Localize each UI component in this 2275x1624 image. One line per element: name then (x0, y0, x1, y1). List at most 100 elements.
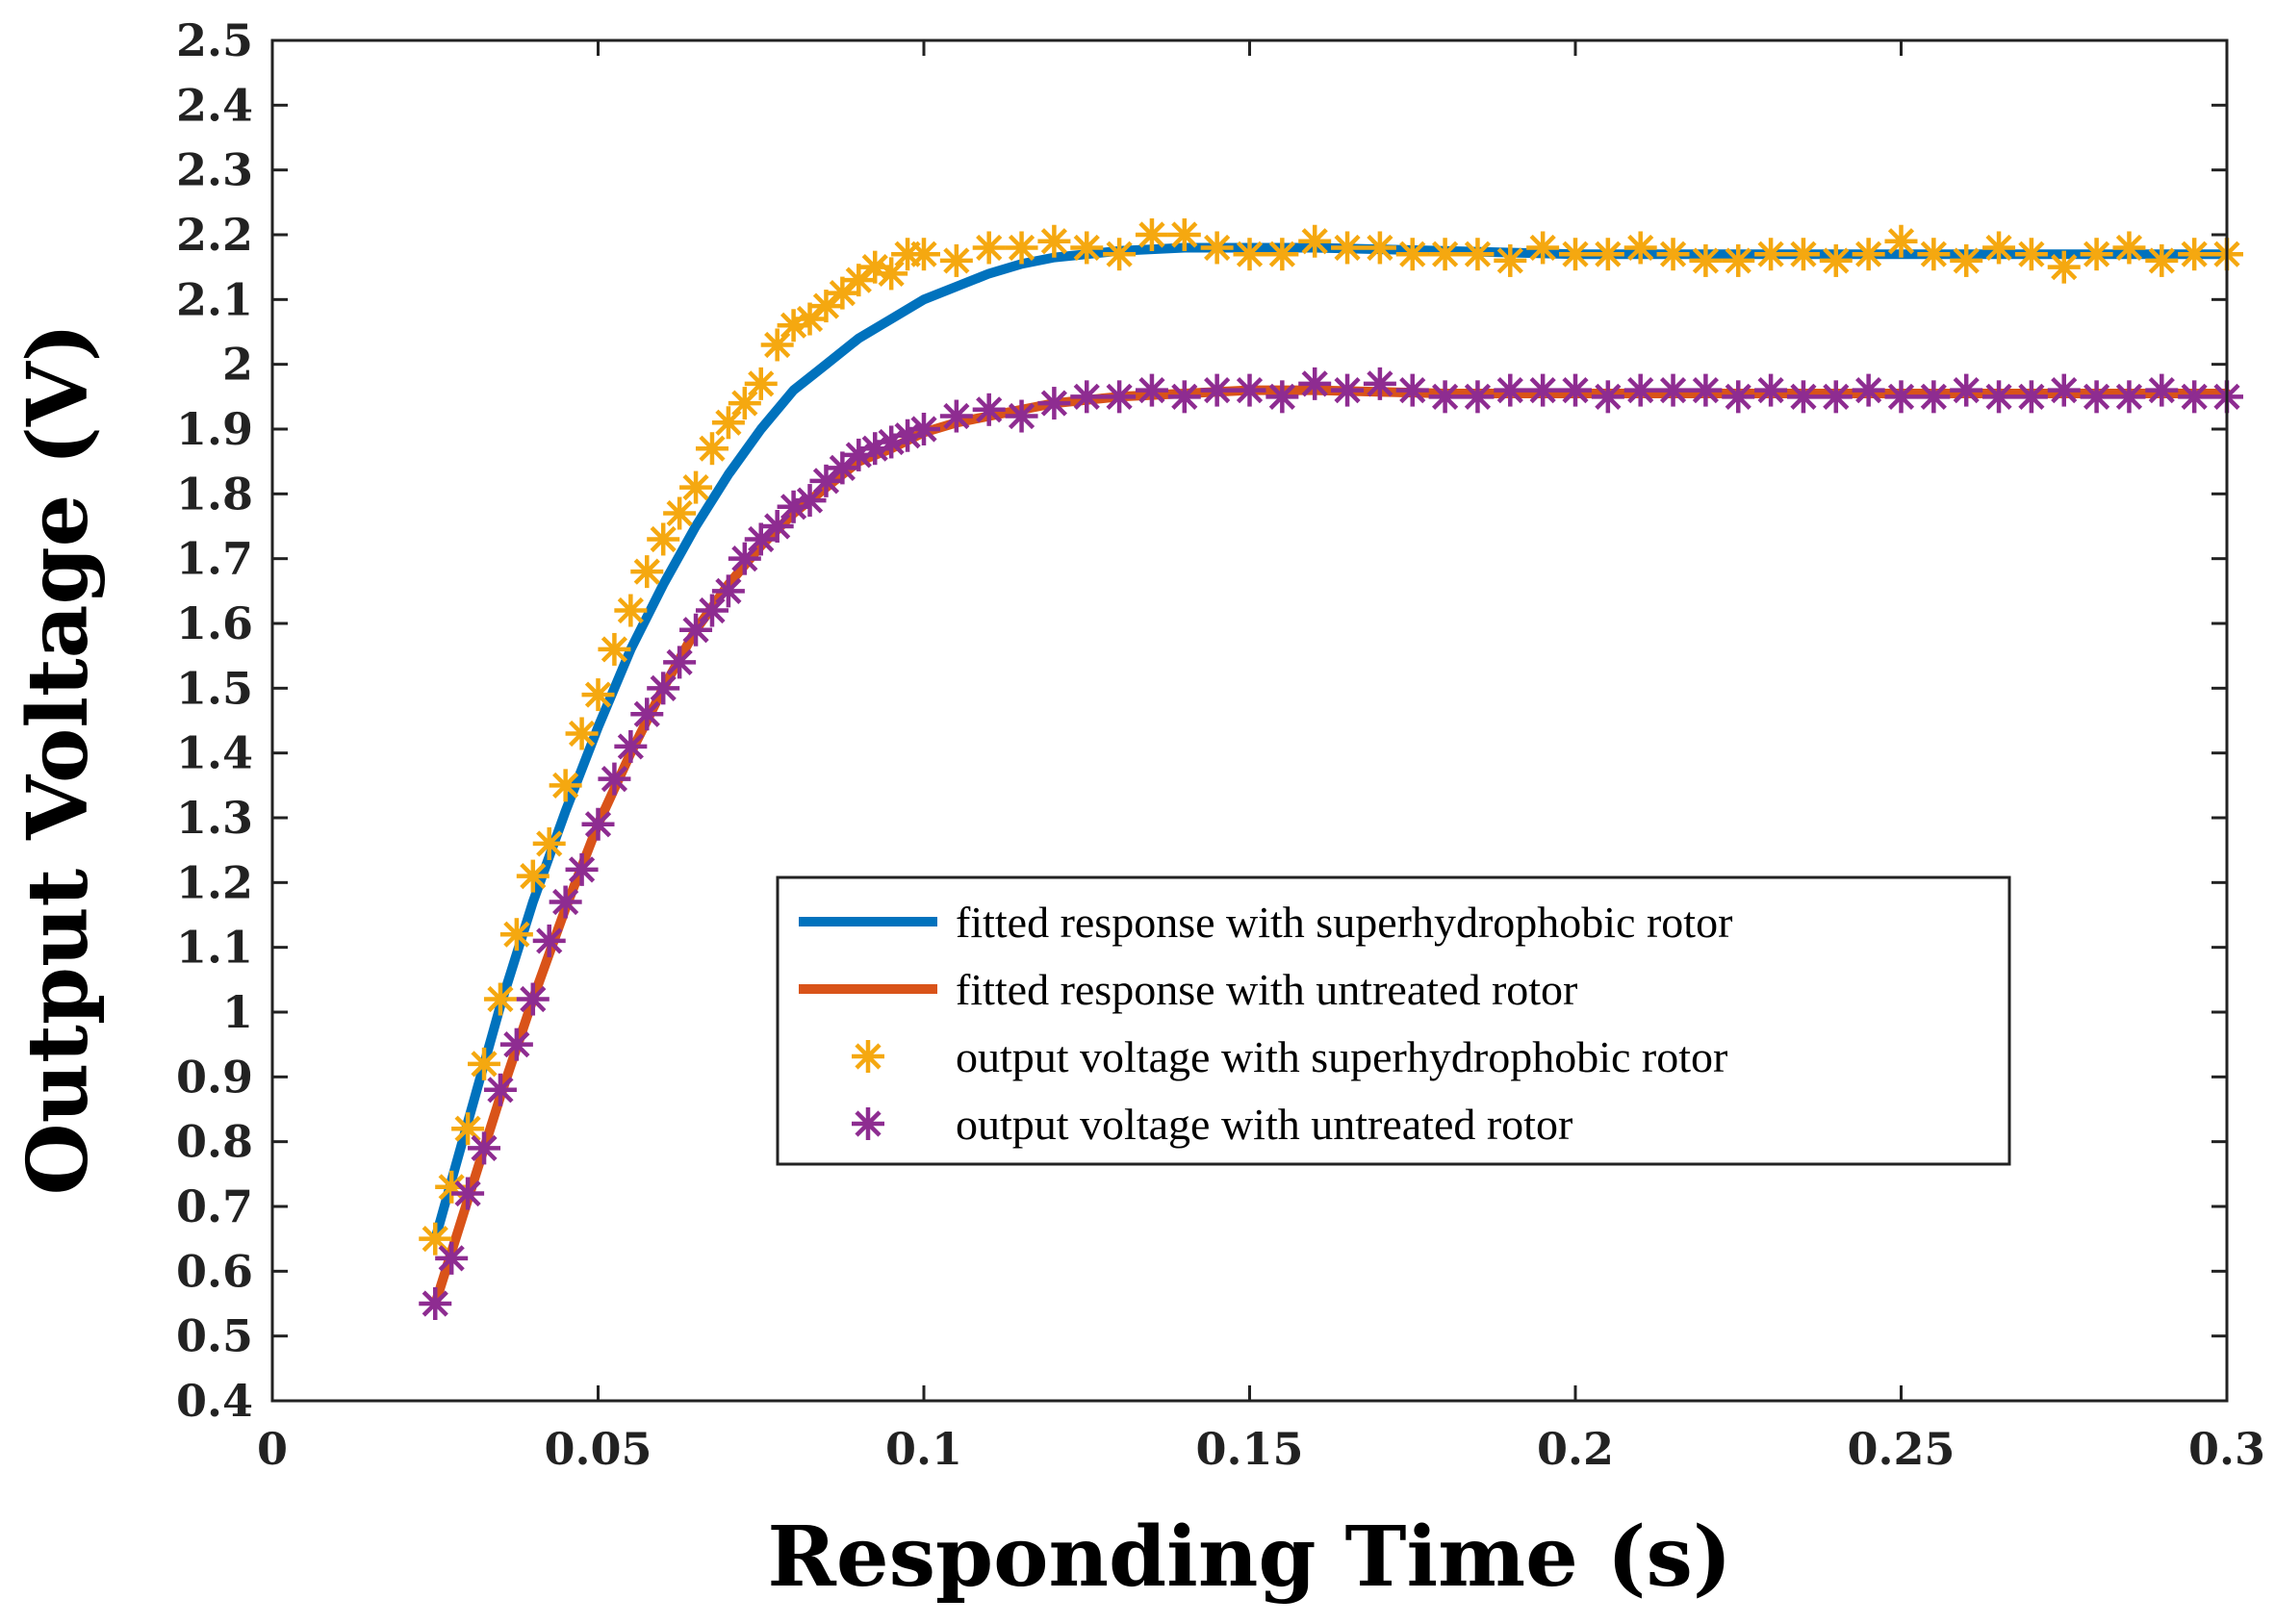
legend-box (776, 875, 2011, 1166)
legend-marker-swatch (852, 1040, 884, 1073)
data-point (1428, 238, 1462, 271)
data-point (1559, 373, 1592, 407)
data-point (2047, 373, 2081, 407)
data-point (1754, 373, 1788, 407)
data-point (907, 413, 940, 445)
data-point (1395, 238, 1429, 271)
data-point (1395, 373, 1429, 407)
x-tick-label: 0.3 (2188, 1423, 2265, 1475)
data-point (1852, 238, 1885, 271)
data-point (1363, 367, 1396, 400)
data-point (728, 542, 761, 575)
data-point (451, 1112, 485, 1146)
data-point (972, 231, 1006, 265)
y-tick-label: 1.6 (176, 597, 253, 649)
data-point (2080, 238, 2113, 271)
data-point (972, 393, 1006, 426)
data-point (499, 1028, 533, 1061)
data-point (1037, 224, 1071, 258)
data-point (1363, 231, 1396, 265)
data-point (1298, 224, 1332, 258)
y-tick-label: 0.6 (176, 1245, 253, 1297)
data-point (516, 859, 550, 893)
data-point (1623, 231, 1657, 265)
y-tick-label: 2.3 (176, 144, 253, 196)
data-point (630, 698, 664, 731)
y-tick-label: 1.3 (176, 792, 253, 844)
data-point (1331, 231, 1365, 265)
data-point (419, 1287, 452, 1320)
data-point (1917, 380, 1951, 414)
y-tick-label: 1.8 (176, 468, 253, 520)
axis-ticks: 0 0.05 0.1 0.15 0.2 0.25 0.3 0.4 0.5 0.6 0.7 0.8 0.9… (176, 14, 2265, 1475)
data-point (744, 367, 778, 400)
plot-area (419, 218, 2243, 1320)
data-point (1982, 231, 2016, 265)
y-tick-label: 0.9 (176, 1051, 253, 1103)
data-point (1982, 380, 2016, 414)
data-point (1623, 373, 1657, 407)
y-tick-label: 0.7 (176, 1180, 253, 1232)
data-point (483, 1073, 517, 1106)
data-point (826, 451, 859, 485)
data-point (760, 510, 794, 543)
data-point (1526, 373, 1560, 407)
y-tick-label: 1.2 (176, 856, 253, 908)
x-axis-title: Responding Time (s) (767, 1509, 1731, 1606)
data-point (451, 1177, 485, 1210)
data-point (1298, 367, 1332, 400)
data-point (1331, 373, 1365, 407)
data-point (1200, 231, 1234, 265)
data-point (1070, 231, 1104, 265)
data-point (598, 762, 631, 796)
data-point (2014, 238, 2048, 271)
data-point (614, 729, 648, 763)
data-point (1494, 243, 1527, 277)
data-point (1167, 218, 1201, 251)
data-point (760, 328, 794, 362)
data-point (1689, 243, 1723, 277)
data-point (532, 924, 566, 957)
data-point (581, 678, 615, 712)
data-point (711, 574, 745, 608)
legend-label: fitted response with untreated rotor (956, 965, 1577, 1014)
data-point (419, 1222, 452, 1256)
legend-marker-swatch (852, 1107, 884, 1140)
data-point (793, 484, 827, 518)
legend-label: output voltage with untreated rotor (956, 1100, 1572, 1149)
data-point (1591, 380, 1624, 414)
data-point (1233, 238, 1266, 271)
y-tick-label: 1.5 (176, 662, 253, 714)
data-point (2112, 231, 2146, 265)
y-axis-title: Output Voltage (V) (10, 323, 107, 1196)
data-point (1167, 380, 1201, 414)
data-point (565, 852, 599, 886)
y-tick-label: 1 (222, 986, 253, 1038)
data-point (468, 1131, 501, 1165)
data-point (679, 613, 713, 647)
data-point (516, 982, 550, 1016)
data-point (1005, 399, 1038, 433)
data-point (565, 717, 599, 750)
data-point (711, 406, 745, 440)
y-tick-label: 2.1 (176, 273, 253, 325)
data-point (1233, 373, 1266, 407)
data-point (499, 918, 533, 952)
data-point (1494, 373, 1527, 407)
data-point (1819, 243, 1853, 277)
data-point (1917, 238, 1951, 271)
data-point (875, 257, 908, 291)
data-point (647, 672, 680, 705)
data-point (2112, 380, 2146, 414)
x-tick-label: 0.25 (1847, 1423, 1955, 1475)
data-point (581, 807, 615, 841)
data-point (647, 522, 680, 556)
legend-label: fitted response with superhydrophobic ro… (956, 898, 1732, 947)
data-point (2014, 380, 2048, 414)
data-point (1200, 373, 1234, 407)
data-point (614, 594, 648, 627)
y-tick-label: 1.1 (176, 922, 253, 974)
x-tick-label: 0.2 (1537, 1423, 1614, 1475)
